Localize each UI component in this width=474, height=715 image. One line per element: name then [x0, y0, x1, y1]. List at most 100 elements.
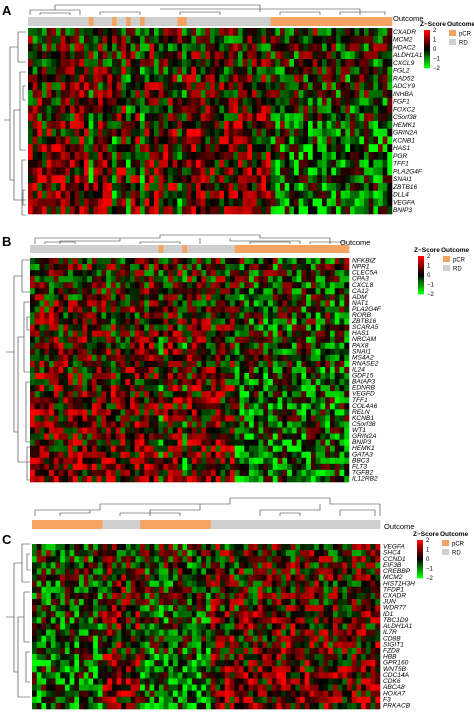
outcome-cell — [149, 520, 155, 529]
heatmap-cell — [347, 544, 353, 551]
heatmap-cell — [270, 35, 276, 44]
heatmap-cell — [350, 136, 355, 145]
heatmap-cell — [339, 276, 345, 283]
heatmap-cell — [39, 282, 45, 289]
heatmap-cell — [42, 183, 47, 192]
heatmap-cell — [134, 451, 140, 459]
heatmap-cell — [329, 463, 336, 471]
heatmap-cell — [172, 445, 178, 453]
heatmap-cell — [39, 354, 45, 362]
heatmap-cell — [206, 312, 212, 319]
gene-label: HEMK1 — [393, 122, 416, 129]
heatmap-cell — [65, 175, 71, 184]
heatmap-cell — [172, 128, 178, 137]
heatmap-cell — [121, 152, 127, 161]
heatmap-cell — [120, 457, 126, 465]
heatmap-cell — [82, 397, 88, 404]
heatmap-cell — [191, 113, 197, 122]
heatmap-cell — [84, 206, 89, 215]
heatmap-cell — [210, 312, 216, 319]
heatmap-cell — [191, 457, 197, 465]
heatmap-cell — [214, 190, 220, 199]
heatmap-cell — [149, 128, 155, 137]
heatmap-cell — [126, 128, 131, 137]
heatmap-cell — [200, 152, 206, 161]
heatmap-cell — [249, 463, 255, 471]
heatmap-cell — [329, 433, 336, 440]
heatmap-cell — [277, 312, 283, 319]
heatmap-cell — [77, 445, 83, 453]
heatmap-cell — [79, 28, 85, 37]
heatmap-cell — [53, 360, 59, 368]
heatmap-cell — [37, 152, 43, 161]
heatmap-cell — [79, 175, 85, 184]
heatmap-cell — [187, 318, 193, 325]
heatmap-cell — [280, 82, 285, 91]
heatmap-cell — [289, 175, 295, 184]
heatmap-cell — [244, 330, 250, 337]
heatmap-cell — [268, 288, 274, 295]
heatmap-cell — [187, 427, 193, 434]
heatmap-cell — [247, 128, 253, 137]
heatmap-cell — [96, 366, 102, 374]
outcome-cell — [320, 245, 326, 253]
heatmap-cell — [320, 439, 326, 446]
heatmap-cell — [129, 348, 136, 356]
heatmap-cell — [345, 190, 351, 199]
outcome-cell — [88, 520, 94, 529]
heatmap-cell — [249, 415, 255, 422]
heatmap-cell — [44, 415, 50, 422]
heatmap-cell — [34, 294, 40, 301]
outcome-cell — [77, 245, 83, 253]
heatmap-cell — [242, 90, 248, 99]
heatmap-cell — [102, 74, 108, 83]
heatmap-cell — [201, 312, 207, 319]
heatmap-cell — [206, 475, 212, 483]
heatmap-cell — [134, 475, 140, 483]
heatmap-cell — [125, 300, 131, 307]
heatmap-cell — [318, 544, 324, 551]
outcome-cell — [130, 17, 136, 26]
heatmap-cell — [263, 457, 269, 465]
heatmap-cell — [215, 427, 221, 434]
heatmap-cell — [106, 373, 112, 380]
heatmap-cell — [247, 51, 253, 60]
heatmap-cell — [53, 288, 59, 295]
heatmap-cell — [91, 330, 97, 337]
heatmap-cell — [242, 198, 248, 207]
heatmap-cell — [135, 105, 141, 114]
heatmap-cell — [326, 128, 332, 137]
heatmap-cell — [244, 403, 250, 410]
heatmap-cell — [63, 415, 69, 422]
heatmap-cell — [154, 206, 159, 215]
heatmap-cell — [270, 175, 276, 184]
heatmap-cell — [129, 379, 136, 386]
heatmap-cell — [228, 51, 234, 60]
heatmap-cell — [96, 312, 102, 319]
heatmap-cell — [268, 457, 274, 465]
heatmap-cell — [144, 300, 150, 307]
heatmap-cell — [306, 336, 312, 344]
gene-label: ZBTB16 — [392, 184, 418, 191]
heatmap-cell — [168, 59, 173, 68]
heatmap-cell — [210, 35, 215, 44]
heatmap-cell — [334, 457, 340, 465]
heatmap-cell — [210, 544, 216, 551]
heatmap-cell — [72, 270, 78, 277]
heatmap-cell — [172, 121, 178, 130]
heatmap-cell — [334, 469, 340, 477]
heatmap-cell — [70, 82, 75, 91]
heatmap-cell — [177, 336, 183, 344]
heatmap-cell — [163, 421, 169, 428]
heatmap-cell — [65, 51, 71, 60]
heatmap-cell — [364, 43, 369, 52]
heatmap-cell — [149, 159, 155, 168]
heatmap-cell — [291, 469, 297, 477]
heatmap-cell — [256, 97, 262, 106]
heatmap-cell — [144, 175, 150, 184]
heatmap-cell — [275, 136, 281, 145]
heatmap-cell — [42, 51, 47, 60]
heatmap-cell — [168, 300, 174, 307]
heatmap-cell — [139, 318, 145, 325]
heatmap-cell — [154, 159, 159, 168]
